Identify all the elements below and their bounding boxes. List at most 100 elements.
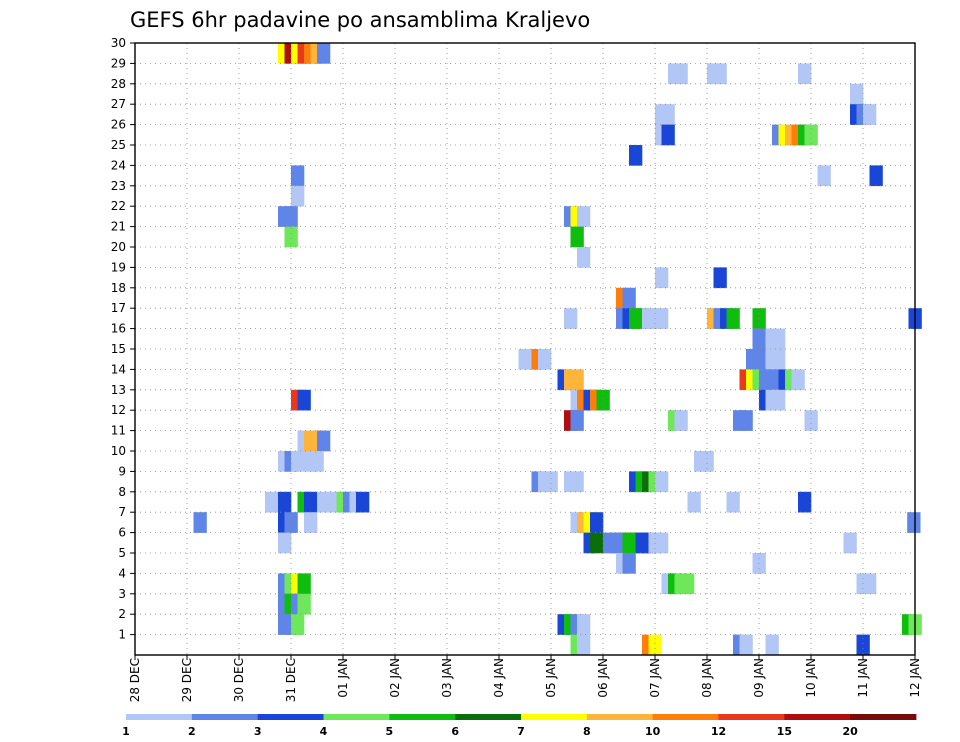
cell-member-12-85 <box>596 389 610 411</box>
y-tick-label: 25 <box>111 138 126 152</box>
y-tick-label: 8 <box>118 485 126 499</box>
cell-member-6-133 <box>284 512 298 533</box>
legend-label: 2 <box>188 725 196 738</box>
cell-member-25-25 <box>804 124 818 146</box>
cell-member-3-165 <box>863 573 877 595</box>
legend-swatch <box>191 714 259 720</box>
x-tick-label: 03 JAN <box>440 658 454 698</box>
y-tick-label: 28 <box>111 77 126 91</box>
y-tick-label: 24 <box>111 158 126 172</box>
cells-layer <box>193 43 922 656</box>
cell-member-16-50 <box>655 308 669 329</box>
y-tick-label: 10 <box>111 444 126 458</box>
y-tick-label: 29 <box>111 56 126 70</box>
cell-member-0-185 <box>765 634 779 656</box>
legend-label: 5 <box>386 725 394 738</box>
cell-member-3-159 <box>297 573 311 595</box>
x-tick-label: 12 JAN <box>908 658 922 698</box>
y-tick-label: 14 <box>111 362 126 376</box>
cell-member-24-26 <box>629 145 643 166</box>
cell-member-23-28 <box>817 165 831 187</box>
x-tick-label: 06 JAN <box>596 658 610 698</box>
x-tick-label: 28 DEC <box>128 658 142 702</box>
cell-member-20-37 <box>570 226 584 248</box>
x-tick-label: 02 JAN <box>388 658 402 698</box>
cell-member-6-134 <box>304 512 318 533</box>
cell-member-21-35 <box>577 206 591 227</box>
legend-label: 8 <box>583 725 591 738</box>
legend-swatch <box>257 714 324 720</box>
y-tick-label: 12 <box>111 403 126 417</box>
legend-swatch <box>455 714 522 720</box>
cell-member-11-94 <box>739 410 753 431</box>
cell-member-2-169 <box>297 593 311 615</box>
cell-member-7-129 <box>726 491 740 513</box>
x-tick-label: 11 JAN <box>856 658 870 698</box>
cell-member-9-106 <box>700 451 714 472</box>
cell-member-3-163 <box>681 573 695 595</box>
cell-member-9-104 <box>310 451 324 472</box>
legend-swatch <box>652 714 719 720</box>
y-tick-label: 15 <box>111 342 126 356</box>
legend-swatch <box>586 714 654 720</box>
legend-swatch <box>850 714 917 720</box>
cell-member-23-29 <box>869 165 883 187</box>
legend-swatch <box>323 714 390 720</box>
cell-member-9-102 <box>291 451 305 472</box>
cell-member-27-12 <box>850 83 864 105</box>
legend-label: 6 <box>451 725 459 738</box>
cell-member-17-42 <box>622 287 636 309</box>
y-tick-label: 27 <box>111 97 126 111</box>
cell-member-0-186 <box>856 634 870 656</box>
cell-member-7-130 <box>798 491 812 513</box>
cell-member-13-78 <box>791 369 805 391</box>
cell-member-11-90 <box>570 410 584 431</box>
cell-member-14-61 <box>518 349 532 370</box>
y-tick-label: 6 <box>118 526 126 540</box>
cell-member-12-88 <box>772 389 786 411</box>
x-tick-label: 09 JAN <box>752 658 766 698</box>
y-axis: 1234567891011121314151617181920212223242… <box>111 36 135 642</box>
cell-member-26-14 <box>661 104 675 125</box>
cell-member-11-92 <box>674 410 688 431</box>
legend-swatch <box>521 714 588 720</box>
cell-member-25-19 <box>661 124 675 146</box>
y-tick-label: 9 <box>118 464 126 478</box>
cell-member-22-30 <box>291 185 305 207</box>
y-tick-label: 19 <box>111 260 126 274</box>
cell-member-14-65 <box>752 349 766 370</box>
legend-swatch <box>784 714 851 720</box>
cell-member-6-138 <box>590 512 604 533</box>
cell-member-11-95 <box>804 410 818 431</box>
cell-member-5-142 <box>590 532 604 554</box>
y-tick-label: 1 <box>118 628 126 642</box>
legend-label: 20 <box>843 725 859 738</box>
y-tick-label: 21 <box>111 220 126 234</box>
cell-member-13-75 <box>765 369 779 391</box>
cell-member-19-38 <box>577 247 591 268</box>
cell-member-28-8 <box>674 63 688 85</box>
cell-member-1-172 <box>291 614 305 635</box>
x-tick-label: 29 DEC <box>180 658 194 702</box>
legend-label: 10 <box>645 725 661 738</box>
cell-member-12-80 <box>297 389 311 411</box>
cell-member-7-128 <box>687 491 701 513</box>
y-tick-label: 23 <box>111 179 126 193</box>
cell-member-14-67 <box>772 349 786 370</box>
y-tick-label: 26 <box>111 118 126 132</box>
legend-label: 3 <box>254 725 262 738</box>
y-tick-label: 18 <box>111 281 126 295</box>
cell-member-7-127 <box>356 491 370 513</box>
y-tick-label: 5 <box>118 546 126 560</box>
cell-member-28-10 <box>713 63 727 85</box>
cell-member-8-109 <box>544 471 558 493</box>
x-tick-label: 30 DEC <box>232 658 246 702</box>
y-tick-label: 3 <box>118 587 126 601</box>
legend-label: 15 <box>777 725 792 738</box>
grid-layer <box>135 43 915 655</box>
x-tick-label: 07 JAN <box>648 658 662 698</box>
cell-member-26-17 <box>863 104 877 125</box>
cell-member-0-180 <box>577 634 591 656</box>
legend-swatch <box>126 714 193 720</box>
